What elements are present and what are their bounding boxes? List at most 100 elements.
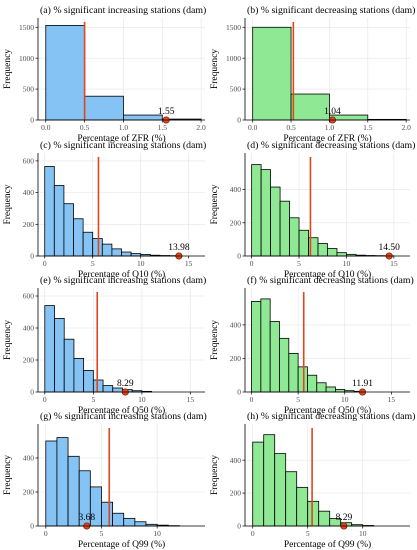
histogram-bar <box>44 166 55 257</box>
histogram-bar <box>316 382 327 393</box>
histogram-bar <box>307 374 318 393</box>
x-tick-label: 15 <box>185 259 193 268</box>
x-tick-label: 10 <box>341 395 349 404</box>
histogram-bar <box>83 369 94 393</box>
x-tick-label: 5 <box>91 395 95 404</box>
y-axis-label: Frequency <box>3 49 13 89</box>
histogram-bar <box>56 437 69 527</box>
y-tick-label: 0 <box>237 252 241 261</box>
histogram-bar <box>134 521 147 527</box>
y-tick-label: 400 <box>230 321 242 330</box>
x-tick-label: 1.5 <box>158 123 168 132</box>
x-tick-label: 10 <box>343 259 351 268</box>
x-tick-label: 0.5 <box>286 123 296 132</box>
histogram-bar <box>336 252 347 257</box>
y-axis-label: Frequency <box>3 455 13 495</box>
y-tick-label: 200 <box>230 489 242 498</box>
y-tick-label: 1000 <box>226 54 241 63</box>
bars <box>44 305 152 393</box>
histogram-bar <box>53 185 65 257</box>
histogram-bar <box>63 338 75 393</box>
x-axis-label: Percentage of Q99 (%) <box>284 539 371 550</box>
x-tick-label: 1.5 <box>363 123 373 132</box>
x-tick-label: 0.0 <box>248 123 258 132</box>
histogram-bar <box>317 243 328 257</box>
max-point-label: 3.68 <box>78 513 95 523</box>
histogram-bar <box>325 386 336 393</box>
panel-e: 8.29 0 5 10 15 0 200 400 600 (e) % significant in… <box>3 275 206 416</box>
histogram-bar <box>82 231 94 257</box>
histogram-bar <box>102 385 114 393</box>
x-tick-label: 2.0 <box>401 123 411 132</box>
x-tick-label: 0.5 <box>80 123 90 132</box>
x-tick-label: 0 <box>44 529 48 538</box>
y-tick-label: 200 <box>230 354 242 363</box>
histogram-bar <box>73 357 85 393</box>
x-axis-label: Percentage of ZFR (%) <box>283 133 371 144</box>
y-tick-label: 0 <box>30 252 34 261</box>
panel-title: (f) % significant decreasing stations (d… <box>247 275 414 286</box>
panel-title: (b) % significant decreasing stations (d… <box>247 5 415 16</box>
histogram-bar <box>296 486 309 527</box>
max-point-label: 8.29 <box>336 513 353 523</box>
bars <box>45 437 180 527</box>
y-tick-label: 0 <box>237 388 241 397</box>
x-tick-label: 5 <box>296 395 300 404</box>
histogram-bar <box>112 512 125 527</box>
panel-f: 11.91 0 5 10 15 0 200 400 (f) % significant decr… <box>210 275 414 416</box>
panel-a: 1.55 0.0 0.5 1.0 1.5 2.0 0 500 1000 1500 (a) % sig… <box>3 5 206 144</box>
histogram-bar <box>285 471 298 527</box>
histogram-bar <box>44 305 55 393</box>
histogram-bar <box>274 453 287 527</box>
histogram-bar <box>123 517 136 527</box>
y-tick-label: 0 <box>30 388 34 397</box>
y-tick-label: 200 <box>230 218 242 227</box>
x-tick-label: 10 <box>138 395 146 404</box>
histogram-bar <box>101 501 113 527</box>
histogram-bar <box>63 203 74 257</box>
y-tick-label: 1500 <box>226 23 241 32</box>
y-tick-label: 400 <box>230 456 242 465</box>
y-tick-label: 500 <box>23 85 35 94</box>
histogram-bar <box>260 298 271 393</box>
histogram-bar <box>84 95 124 121</box>
max-point-label: 11.91 <box>352 379 373 389</box>
histogram-bar <box>123 114 163 121</box>
x-tick-label: 5 <box>91 259 95 268</box>
y-tick-label: 400 <box>23 324 35 333</box>
x-tick-label: 15 <box>390 259 398 268</box>
histogram-bar <box>260 169 272 257</box>
x-tick-label: 0 <box>250 259 254 268</box>
y-tick-label: 200 <box>23 488 35 497</box>
x-tick-label: 1.0 <box>325 123 335 132</box>
y-tick-label: 500 <box>230 85 242 94</box>
y-axis-label: Frequency <box>3 320 13 360</box>
x-tick-label: 0 <box>251 529 255 538</box>
x-tick-label: 10 <box>359 529 367 538</box>
histogram-bar <box>279 200 290 257</box>
x-axis-label: Percentage of Q10 (%) <box>284 269 371 280</box>
histogram-bar <box>270 186 281 257</box>
bars <box>252 434 375 527</box>
histogram-bar <box>45 440 58 527</box>
y-tick-label: 400 <box>230 185 242 194</box>
panel-title: (h) % significant decreasing stations (d… <box>247 411 415 422</box>
panel-title: (e) % significant increasing stations (d… <box>40 275 206 286</box>
histogram-bar <box>297 366 308 393</box>
panel-title: (c) % significant increasing stations (d… <box>40 140 206 151</box>
y-axis-label: Frequency <box>210 320 220 360</box>
max-point-label: 1.04 <box>324 107 341 117</box>
y-tick-label: 0 <box>30 522 34 531</box>
x-tick-label: 5 <box>297 259 301 268</box>
bars <box>251 298 364 393</box>
x-axis-label: Percentage of Q50 (%) <box>284 405 371 416</box>
histogram-bar <box>269 321 280 393</box>
x-axis-label: Percentage of Q99 (%) <box>78 539 165 550</box>
histogram-bar <box>54 317 65 393</box>
x-tick-label: 15 <box>388 395 396 404</box>
panel-title: (g) % significant increasing stations (d… <box>40 411 207 422</box>
y-tick-label: 400 <box>23 188 35 197</box>
panel-g: 3.68 0 5 10 0 200 400 (g) % significant increas… <box>3 411 207 550</box>
histogram-bar <box>101 243 113 257</box>
histogram-bar <box>121 251 132 257</box>
